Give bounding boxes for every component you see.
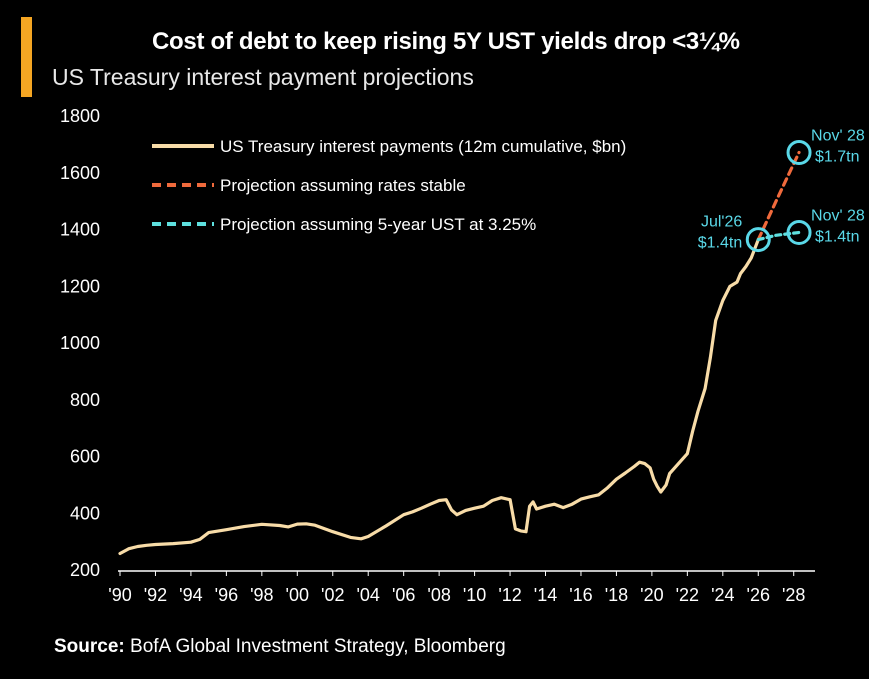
annotation-label: $1.4tn: [698, 235, 742, 252]
x-tick-label: '26: [747, 585, 770, 605]
chart-subtitle: US Treasury interest payment projections: [52, 64, 474, 90]
x-tick-label: '04: [356, 585, 379, 605]
y-tick-label: 800: [70, 390, 100, 410]
annotation-label: Nov' 28: [811, 127, 865, 144]
x-tick-label: '24: [711, 585, 734, 605]
y-tick-label: 200: [70, 560, 100, 580]
source-label: Source:: [54, 636, 125, 657]
legend-entry: Projection assuming rates stable: [220, 176, 466, 195]
x-tick-label: '18: [605, 585, 628, 605]
x-tick-label: '02: [321, 585, 344, 605]
annotation-label: Jul'26: [701, 214, 742, 231]
annotation-layer: Jul'26 $1.4tn Nov' 28 $1.7tn Nov' 28 $1.4tn: [698, 127, 865, 253]
series-rates-stable-line: [756, 150, 801, 242]
x-tick-label: '06: [392, 585, 415, 605]
y-tick-label: 400: [70, 503, 100, 523]
annotation-marker: [786, 219, 812, 245]
x-tick-label: '96: [215, 585, 238, 605]
annotation-label: Nov' 28: [811, 207, 865, 224]
x-tick-label: '12: [498, 585, 521, 605]
series-layer: [118, 150, 801, 556]
x-tick-label: '28: [782, 585, 805, 605]
source-text: BofA Global Investment Strategy, Bloombe…: [130, 636, 506, 657]
x-tick-label: '20: [640, 585, 663, 605]
y-tick-label: 1600: [60, 163, 100, 183]
source-note: Source: BofA Global Investment Strategy,…: [54, 636, 506, 658]
x-tick-label: '10: [463, 585, 486, 605]
x-tick-label: '14: [534, 585, 557, 605]
chart-title: Cost of debt to keep rising 5Y UST yield…: [152, 28, 740, 55]
legend: US Treasury interest payments (12m cumul…: [152, 137, 626, 234]
y-tick-label: 1400: [60, 220, 100, 240]
series-history-line: [118, 238, 760, 556]
x-tick-label: '00: [286, 585, 309, 605]
y-tick-label: 1000: [60, 333, 100, 353]
y-tick-label: 1800: [60, 106, 100, 126]
y-tick-label: 1200: [60, 276, 100, 296]
legend-entry: US Treasury interest payments (12m cumul…: [220, 137, 626, 156]
annotation-label: $1.4tn: [815, 228, 859, 245]
x-tick-label: '94: [179, 585, 202, 605]
x-tick-label: '16: [569, 585, 592, 605]
annotation-label: $1.7tn: [815, 148, 859, 165]
legend-entry: Projection assuming 5-year UST at 3.25%: [220, 215, 536, 234]
x-tick-label: '98: [250, 585, 273, 605]
x-tick-label: '92: [144, 585, 167, 605]
axis-layer: 200 400 600 800 1000 1200 1400 1600 1800 '90 '92 '9…: [60, 106, 815, 605]
x-tick-label: '90: [108, 585, 131, 605]
annotation-marker: [786, 139, 812, 165]
x-tick-label: '08: [427, 585, 450, 605]
y-tick-label: 600: [70, 447, 100, 467]
series-ust-325-line: [756, 230, 801, 242]
x-tick-label: '22: [676, 585, 699, 605]
annotation-marker: [745, 227, 771, 253]
accent-bar: [21, 17, 32, 97]
